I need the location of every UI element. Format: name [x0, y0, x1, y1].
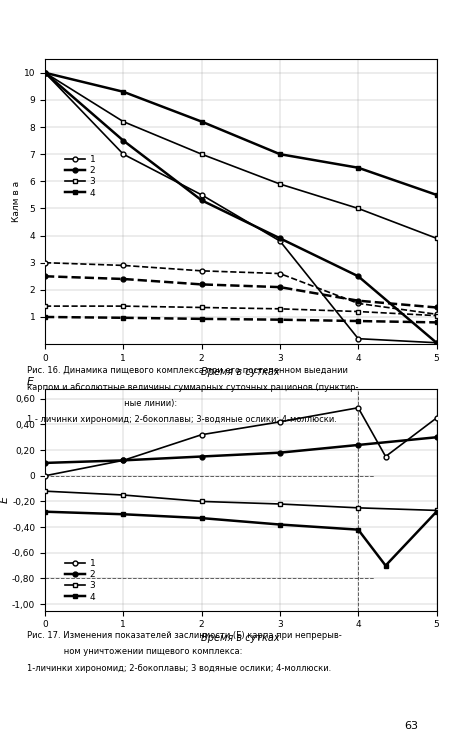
X-axis label: Время в сутках: Время в сутках [202, 633, 280, 643]
Text: карпом и абсолютные величины суммарных суточных рационов (пунктир-: карпом и абсолютные величины суммарных с… [27, 383, 359, 391]
Text: 1-личинки хирономид; 2-бокоплавы; 3 водяные ослики; 4-моллюски.: 1-личинки хирономид; 2-бокоплавы; 3 водя… [27, 664, 331, 673]
Y-axis label: E: E [0, 496, 9, 503]
Text: ном уничтожении пищевого комплекса:: ном уничтожении пищевого комплекса: [27, 648, 243, 656]
Legend: 1, 2, 3, 4: 1, 2, 3, 4 [65, 155, 95, 198]
Text: 63: 63 [405, 721, 418, 731]
Text: Рис. 17. Изменения показателей заслиниости (Е) карпа при непрерыв-: Рис. 17. Изменения показателей заслиниос… [27, 631, 342, 640]
Text: E: E [27, 377, 34, 388]
Legend: 1, 2, 3, 4: 1, 2, 3, 4 [65, 559, 95, 602]
Y-axis label: Калм в а: Калм в а [12, 181, 21, 222]
Text: 1 - личинки хирономид; 2-бокоплавы; 3-водяные ослики; 4-моллюски.: 1 - личинки хирономид; 2-бокоплавы; 3-во… [27, 415, 337, 424]
Text: ные линии):: ные линии): [27, 399, 177, 408]
X-axis label: Время в сутках: Время в сутках [202, 367, 280, 377]
Text: Рис. 16. Динамика пищевого комплекса при его постепенном выедании: Рис. 16. Динамика пищевого комплекса при… [27, 366, 348, 375]
